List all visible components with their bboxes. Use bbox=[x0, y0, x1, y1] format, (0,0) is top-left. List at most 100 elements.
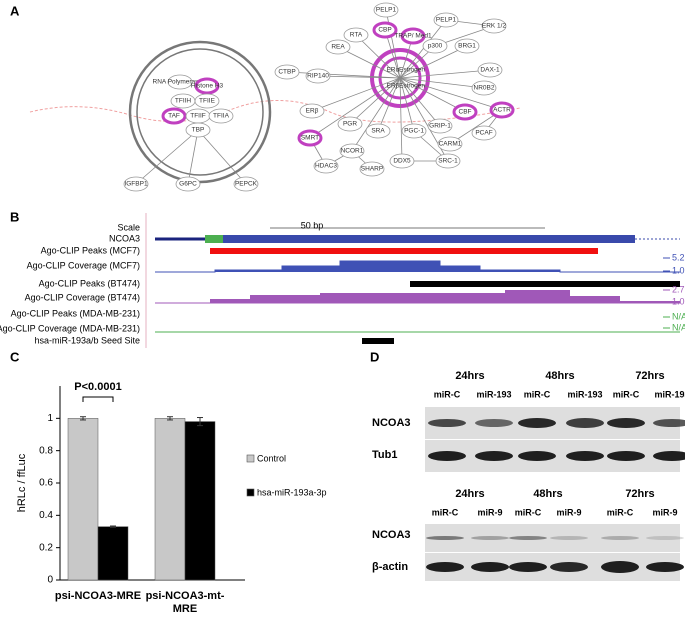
node bbox=[489, 101, 515, 119]
band bbox=[509, 536, 547, 540]
gene-exon-start bbox=[205, 235, 223, 243]
error-bar bbox=[80, 416, 86, 421]
band bbox=[550, 536, 588, 540]
node bbox=[433, 12, 459, 28]
panel-label: B bbox=[10, 209, 19, 224]
timepoint: 24hrs bbox=[455, 488, 484, 500]
node-label: TRAP/ Med1 bbox=[394, 33, 432, 40]
band bbox=[475, 419, 513, 427]
y-tick-label: 0.4 bbox=[39, 510, 53, 521]
track-label: hsa-miR-193a/b Seed Site bbox=[34, 335, 140, 345]
node-label: SRC-1 bbox=[438, 158, 458, 165]
edge bbox=[355, 34, 401, 79]
band bbox=[471, 562, 509, 572]
y-axis-label: hRLc / ffLuc bbox=[16, 453, 28, 512]
edge bbox=[351, 77, 401, 152]
gene-exon bbox=[205, 235, 635, 243]
node bbox=[123, 176, 149, 192]
timepoint: 72hrs bbox=[625, 488, 654, 500]
annotation-bracket bbox=[82, 396, 114, 402]
lane-label: miR-C bbox=[432, 507, 459, 517]
edge bbox=[311, 77, 401, 112]
node bbox=[194, 93, 220, 109]
row-label: Tub1 bbox=[372, 449, 397, 461]
bar bbox=[97, 526, 129, 581]
edge bbox=[399, 77, 503, 111]
band bbox=[471, 536, 509, 540]
seed-site bbox=[362, 338, 394, 344]
node bbox=[454, 38, 480, 54]
node bbox=[161, 107, 187, 125]
node-label: ERK 1/2 bbox=[482, 23, 507, 30]
node-label: DAX-1 bbox=[480, 67, 500, 74]
blot bbox=[425, 524, 680, 552]
node bbox=[208, 108, 234, 124]
node-label: ERβ bbox=[387, 83, 400, 90]
node bbox=[233, 176, 259, 192]
band bbox=[607, 418, 645, 428]
node-label: CBF bbox=[459, 109, 472, 116]
error-bar bbox=[110, 525, 116, 528]
lane-label: miR-9 bbox=[652, 507, 677, 517]
edge bbox=[399, 77, 415, 132]
range-label: 5.2 bbox=[672, 252, 685, 262]
node bbox=[325, 39, 351, 55]
legend-label: Control bbox=[257, 453, 286, 463]
track-label: Ago-CLIP Coverage (MCF7) bbox=[27, 260, 140, 270]
band bbox=[653, 451, 685, 461]
node-label: PEPCK bbox=[235, 181, 258, 188]
node-label: IGFBP1 bbox=[124, 181, 148, 188]
node bbox=[305, 68, 331, 84]
band bbox=[428, 451, 466, 461]
band bbox=[646, 536, 684, 540]
node bbox=[452, 103, 478, 121]
band bbox=[607, 451, 645, 461]
node bbox=[477, 62, 503, 78]
edge bbox=[349, 77, 401, 125]
band bbox=[509, 562, 547, 572]
edge bbox=[286, 71, 401, 79]
error-bar bbox=[167, 416, 173, 421]
node-label: TFIIF bbox=[190, 113, 206, 120]
node-label: Histone H3 bbox=[191, 83, 224, 90]
node-label: GRIP-1 bbox=[429, 123, 451, 130]
range-label: N/A bbox=[672, 311, 685, 321]
legend-swatch bbox=[246, 454, 255, 463]
y-tick-label: 0.6 bbox=[39, 478, 53, 489]
node-label: ERβ bbox=[306, 108, 319, 115]
timepoint: 48hrs bbox=[545, 370, 574, 382]
edge bbox=[399, 77, 466, 113]
track-label: Ago-CLIP Peaks (MDA-MB-231) bbox=[11, 308, 140, 318]
band bbox=[566, 451, 604, 461]
track-label: NCOA3 bbox=[109, 233, 140, 243]
peak bbox=[410, 281, 680, 287]
band bbox=[653, 419, 685, 427]
complex-highlight bbox=[378, 56, 422, 100]
node bbox=[313, 158, 339, 174]
edge bbox=[399, 77, 485, 89]
node bbox=[337, 116, 363, 132]
node bbox=[365, 123, 391, 139]
band bbox=[475, 451, 513, 461]
peak bbox=[210, 248, 598, 254]
edge bbox=[317, 75, 401, 79]
node-label: TFIIH bbox=[175, 98, 192, 105]
node-label: TFIIE bbox=[199, 98, 216, 105]
node-label: ERα bbox=[387, 67, 400, 74]
node-label: SHARP bbox=[361, 166, 383, 173]
node bbox=[339, 143, 365, 159]
node bbox=[175, 176, 201, 192]
complex-highlight bbox=[370, 48, 430, 108]
node bbox=[299, 103, 325, 119]
node-label: CTBP bbox=[278, 69, 295, 76]
lane-label: miR-193 bbox=[476, 389, 511, 399]
node bbox=[343, 27, 369, 43]
node bbox=[373, 2, 399, 18]
node bbox=[435, 153, 461, 169]
node-label: ACTR bbox=[493, 107, 511, 114]
node-label: RNA Polymerase II bbox=[153, 79, 208, 86]
node-label: PGR bbox=[343, 121, 357, 128]
edge bbox=[187, 129, 199, 185]
scale-label: Scale bbox=[117, 222, 140, 232]
